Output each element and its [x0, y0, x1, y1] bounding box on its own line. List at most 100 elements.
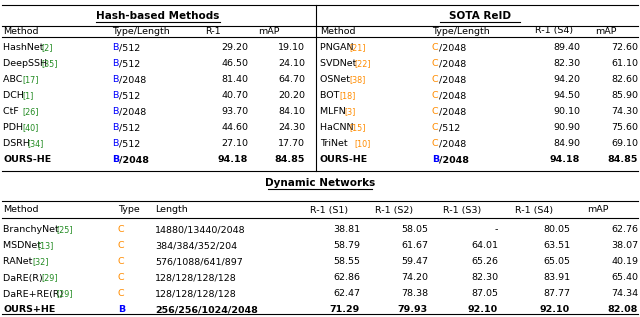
Text: 85.90: 85.90: [611, 92, 638, 100]
Text: 71.29: 71.29: [330, 306, 360, 314]
Text: 62.86: 62.86: [333, 274, 360, 282]
Text: [1]: [1]: [22, 92, 34, 100]
Text: /2048: /2048: [439, 139, 467, 148]
Text: C: C: [432, 139, 438, 148]
Text: B: B: [112, 124, 118, 133]
Text: C: C: [432, 60, 438, 68]
Text: TriNet: TriNet: [320, 139, 351, 148]
Text: 38.07: 38.07: [611, 242, 638, 250]
Text: [21]: [21]: [349, 43, 365, 53]
Text: 81.40: 81.40: [221, 75, 248, 85]
Text: 20.20: 20.20: [278, 92, 305, 100]
Text: R-1 (S1): R-1 (S1): [310, 205, 348, 215]
Text: R-1: R-1: [205, 27, 221, 36]
Text: 38.81: 38.81: [333, 225, 360, 235]
Text: [29]: [29]: [42, 274, 58, 282]
Text: C: C: [118, 257, 125, 267]
Text: 74.34: 74.34: [611, 289, 638, 299]
Text: 64.01: 64.01: [471, 242, 498, 250]
Text: 78.38: 78.38: [401, 289, 428, 299]
Text: 128/128/128/128: 128/128/128/128: [155, 274, 237, 282]
Text: 90.90: 90.90: [553, 124, 580, 133]
Text: /2048: /2048: [119, 75, 147, 85]
Text: 94.50: 94.50: [553, 92, 580, 100]
Text: C: C: [432, 75, 438, 85]
Text: OURS+HE: OURS+HE: [3, 306, 56, 314]
Text: /2048: /2048: [439, 92, 467, 100]
Text: 65.26: 65.26: [471, 257, 498, 267]
Text: C: C: [118, 274, 125, 282]
Text: B: B: [112, 107, 118, 117]
Text: B: B: [118, 306, 125, 314]
Text: SOTA ReID: SOTA ReID: [449, 11, 511, 21]
Text: DCH: DCH: [3, 92, 27, 100]
Text: 94.20: 94.20: [553, 75, 580, 85]
Text: /2048: /2048: [439, 43, 467, 53]
Text: [29]: [29]: [56, 289, 73, 299]
Text: 94.18: 94.18: [218, 156, 248, 165]
Text: 24.30: 24.30: [278, 124, 305, 133]
Text: /512: /512: [119, 43, 140, 53]
Text: [38]: [38]: [349, 75, 365, 85]
Text: R-1 (S3): R-1 (S3): [443, 205, 481, 215]
Text: 64.70: 64.70: [278, 75, 305, 85]
Text: 19.10: 19.10: [278, 43, 305, 53]
Text: [18]: [18]: [339, 92, 356, 100]
Text: B: B: [112, 75, 118, 85]
Text: [17]: [17]: [22, 75, 39, 85]
Text: 92.10: 92.10: [540, 306, 570, 314]
Text: 576/1088/641/897: 576/1088/641/897: [155, 257, 243, 267]
Text: 84.90: 84.90: [553, 139, 580, 148]
Text: [2]: [2]: [42, 43, 53, 53]
Text: [25]: [25]: [56, 225, 73, 235]
Text: PDH: PDH: [3, 124, 26, 133]
Text: 128/128/128/128: 128/128/128/128: [155, 289, 237, 299]
Text: mAP: mAP: [587, 205, 609, 215]
Text: 61.67: 61.67: [401, 242, 428, 250]
Text: C: C: [432, 124, 438, 133]
Text: 94.18: 94.18: [550, 156, 580, 165]
Text: [22]: [22]: [354, 60, 371, 68]
Text: [35]: [35]: [42, 60, 58, 68]
Text: 82.60: 82.60: [611, 75, 638, 85]
Text: B: B: [112, 43, 118, 53]
Text: /512: /512: [119, 60, 140, 68]
Text: Hash-based Methods: Hash-based Methods: [96, 11, 220, 21]
Text: B: B: [112, 156, 119, 165]
Text: 24.10: 24.10: [278, 60, 305, 68]
Text: /2048: /2048: [439, 60, 467, 68]
Text: 63.51: 63.51: [543, 242, 570, 250]
Text: 82.30: 82.30: [471, 274, 498, 282]
Text: [26]: [26]: [22, 107, 39, 117]
Text: CtF: CtF: [3, 107, 22, 117]
Text: Method: Method: [3, 205, 38, 215]
Text: [15]: [15]: [349, 124, 365, 133]
Text: /2048: /2048: [119, 107, 147, 117]
Text: Method: Method: [3, 27, 38, 36]
Text: 62.76: 62.76: [611, 225, 638, 235]
Text: 58.55: 58.55: [333, 257, 360, 267]
Text: 58.79: 58.79: [333, 242, 360, 250]
Text: DaRE(R): DaRE(R): [3, 274, 45, 282]
Text: 46.50: 46.50: [221, 60, 248, 68]
Text: 74.30: 74.30: [611, 107, 638, 117]
Text: C: C: [432, 107, 438, 117]
Text: /512: /512: [119, 139, 140, 148]
Text: 84.85: 84.85: [275, 156, 305, 165]
Text: C: C: [432, 92, 438, 100]
Text: B: B: [432, 156, 439, 165]
Text: 72.60: 72.60: [611, 43, 638, 53]
Text: [3]: [3]: [344, 107, 356, 117]
Text: MSDNet: MSDNet: [3, 242, 44, 250]
Text: 58.05: 58.05: [401, 225, 428, 235]
Text: 62.47: 62.47: [333, 289, 360, 299]
Text: 44.60: 44.60: [221, 124, 248, 133]
Text: BOT: BOT: [320, 92, 342, 100]
Text: C: C: [118, 289, 125, 299]
Text: 80.05: 80.05: [543, 225, 570, 235]
Text: /2048: /2048: [439, 107, 467, 117]
Text: OSNet: OSNet: [320, 75, 353, 85]
Text: 65.40: 65.40: [611, 274, 638, 282]
Text: PNGAN: PNGAN: [320, 43, 356, 53]
Text: Length: Length: [155, 205, 188, 215]
